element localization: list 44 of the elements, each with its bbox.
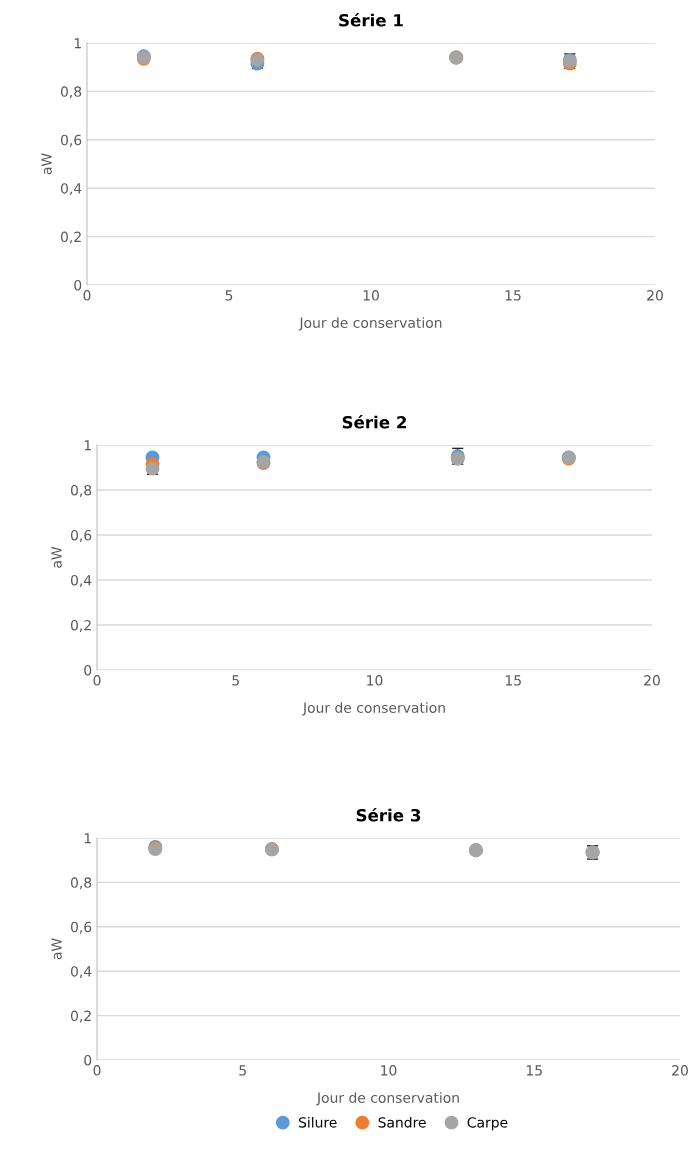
y-tick-label: 1 — [74, 38, 81, 49]
y-tick-label: 0,8 — [60, 86, 82, 99]
legend-label: Carpe — [467, 1117, 508, 1131]
chart-title: Série 1 — [339, 13, 403, 27]
y-tick-label: 1 — [84, 440, 91, 451]
y-tick-label: 0,8 — [70, 877, 92, 890]
x-tick-label: 0 — [93, 1065, 101, 1076]
x-tick-label: 0 — [93, 675, 101, 686]
chart-title: Série 3 — [356, 808, 421, 822]
x-tick-label: 10 — [367, 675, 383, 686]
y-axis-title: aW — [41, 153, 52, 175]
x-tick-label: 10 — [363, 290, 379, 301]
y-tick-label: 0 — [74, 279, 82, 291]
x-tick-label: 15 — [526, 1065, 542, 1076]
x-tick-label: 15 — [505, 290, 521, 301]
x-axis-title: Jour de conservation — [298, 317, 442, 331]
x-axis-title: Jour de conservation — [316, 1092, 459, 1106]
x-axis-title: Jour de conservation — [302, 702, 445, 716]
x-tick-label: 5 — [239, 1065, 246, 1076]
y-tick-label: 0,6 — [60, 134, 82, 147]
legend-label: Silure — [298, 1116, 337, 1128]
x-tick-label: 10 — [381, 1065, 397, 1076]
x-tick-label: 20 — [672, 1065, 688, 1076]
y-tick-label: 0,8 — [70, 484, 92, 497]
y-tick-label: 0,4 — [70, 574, 92, 587]
y-axis-title: aW — [51, 938, 62, 960]
x-tick-label: 5 — [232, 675, 239, 686]
y-tick-label: 0,6 — [70, 529, 92, 542]
y-tick-label: 0 — [84, 1054, 92, 1066]
y-tick-label: 1 — [84, 833, 91, 844]
y-tick-label: 0,2 — [60, 231, 81, 244]
y-tick-label: 0,2 — [70, 619, 91, 632]
y-tick-label: 0 — [84, 664, 92, 676]
x-tick-label: 15 — [505, 675, 521, 686]
y-tick-label: 0,4 — [70, 966, 92, 979]
y-tick-label: 0,4 — [60, 183, 82, 196]
x-tick-label: 5 — [225, 290, 233, 301]
y-tick-label: 0,2 — [70, 1010, 91, 1023]
x-tick-label: 20 — [647, 290, 663, 301]
legend-label: Sandre — [378, 1116, 426, 1128]
chart-title: Série 2 — [342, 415, 407, 429]
y-axis-title: aW — [51, 546, 62, 568]
y-tick-label: 0,6 — [70, 921, 92, 934]
x-tick-label: 20 — [644, 675, 660, 686]
